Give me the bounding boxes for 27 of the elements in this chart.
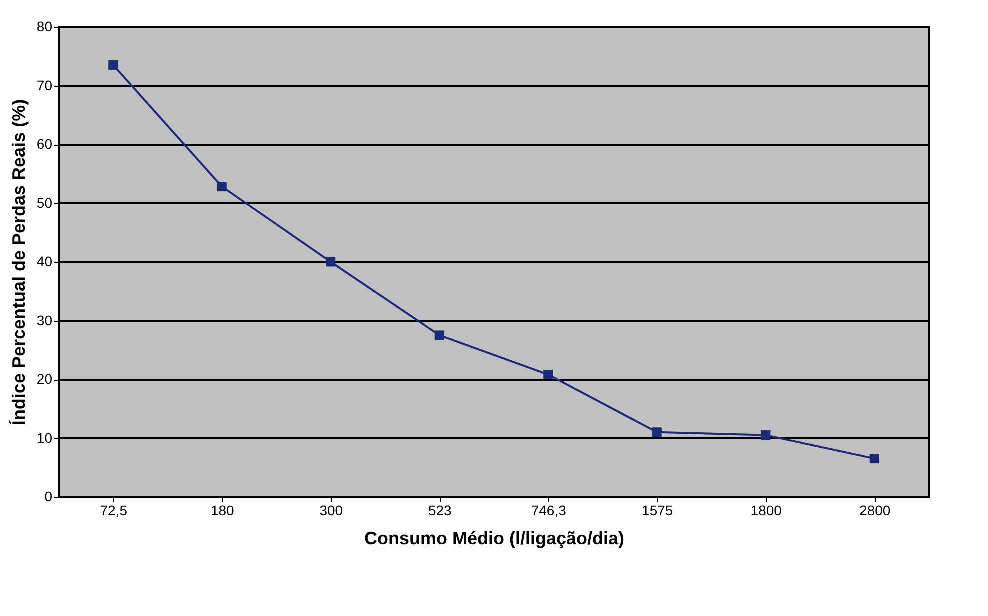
x-tick-label: 1800 — [750, 502, 782, 518]
x-tick-label: 1575 — [642, 502, 674, 518]
y-tick-label: 80 — [36, 18, 53, 34]
point — [761, 430, 771, 440]
y-tick-label: 60 — [36, 136, 53, 152]
point — [544, 370, 554, 380]
x-tick-label: 2800 — [860, 502, 891, 518]
x-axis-title: Consumo Médio (l/ligação/dia) — [364, 528, 625, 548]
y-axis-title: Índice Percentual de Perdas Reais (%) — [8, 99, 29, 426]
y-tick-label: 40 — [36, 254, 53, 270]
point — [434, 330, 444, 340]
y-tick-label: 50 — [36, 194, 53, 211]
point — [326, 257, 336, 267]
y-tick-label: 10 — [36, 430, 53, 446]
y-tick-label: 70 — [36, 77, 53, 94]
x-tick-label: 523 — [428, 502, 452, 518]
x-tick-label: 180 — [210, 502, 235, 518]
x-tick-label: 746,3 — [531, 502, 567, 518]
x-tick-label: 300 — [320, 502, 344, 518]
y-tick-label: 30 — [36, 312, 53, 328]
y-tick-label: 20 — [36, 371, 53, 387]
point — [652, 428, 662, 438]
point — [108, 60, 118, 70]
x-tick-label: 72,5 — [100, 502, 128, 518]
point — [870, 454, 880, 464]
point — [217, 182, 227, 192]
y-tick-label: 0 — [44, 488, 53, 504]
